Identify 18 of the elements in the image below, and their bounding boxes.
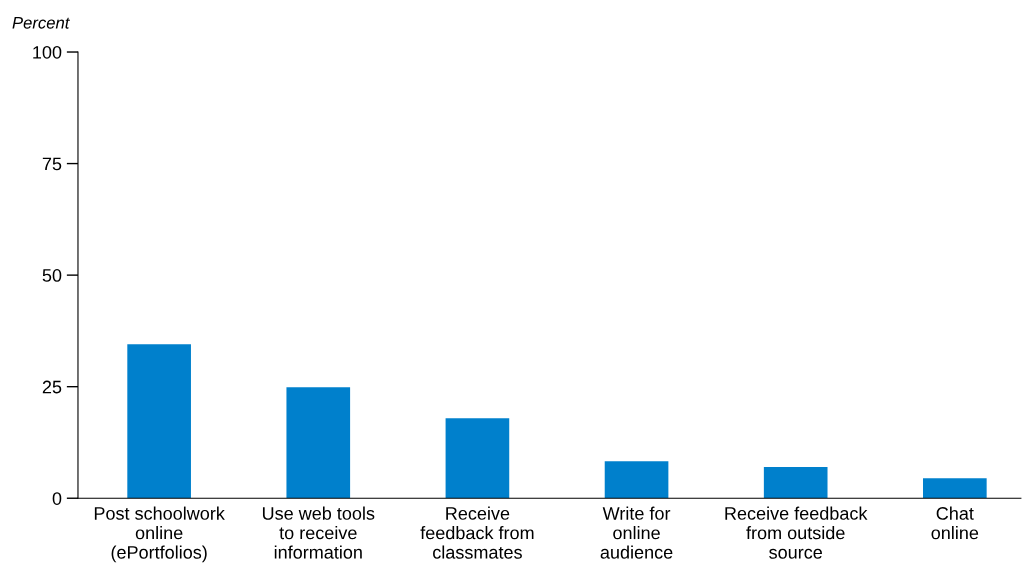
x-tick-label: Receive feedback from outside source — [725, 506, 868, 559]
bar — [604, 461, 669, 499]
y-tick-label: 0 — [52, 492, 62, 505]
bar — [763, 467, 828, 499]
bar — [445, 418, 510, 499]
x-tick-label: Chat online — [931, 506, 979, 540]
x-tick-label: Use web tools to receive information — [262, 506, 375, 559]
bar — [923, 478, 987, 499]
x-tick-label: Write for online audience — [600, 506, 673, 559]
x-tick-label: Receive feedback from classmates — [420, 506, 534, 559]
y-axis-title: Percent — [12, 17, 70, 29]
bar — [127, 344, 191, 499]
y-tick-label: 100 — [33, 45, 62, 59]
bar — [286, 387, 351, 499]
x-tick-label: Post schoolwork online (ePortfolios) — [94, 506, 225, 563]
y-tick-label: 50 — [42, 269, 62, 282]
y-tick-label: 75 — [42, 157, 62, 171]
y-tick-label: 25 — [42, 380, 62, 394]
